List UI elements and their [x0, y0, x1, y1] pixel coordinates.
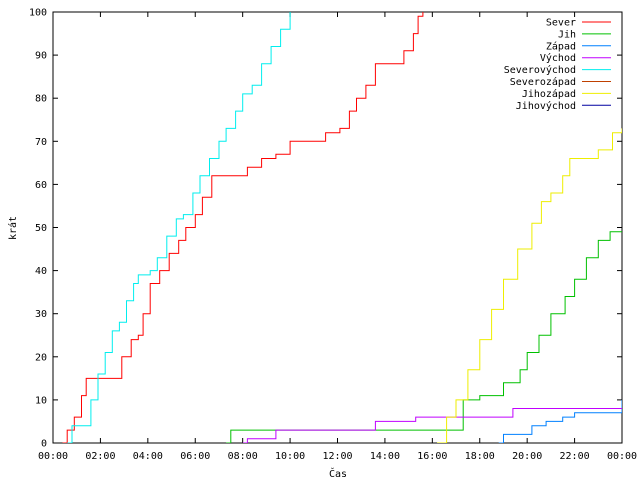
series-group — [62, 12, 622, 443]
x-tick-label: 10:00 — [275, 451, 305, 462]
legend-label: Severozápad — [510, 76, 576, 88]
y-tick-label: 70 — [35, 137, 47, 148]
series-line — [437, 128, 622, 443]
y-tick-label: 50 — [35, 223, 47, 234]
x-tick-label: 18:00 — [465, 451, 495, 462]
y-tick-label: 20 — [35, 352, 47, 363]
y-tick-label: 100 — [29, 8, 47, 19]
y-tick-label: 60 — [35, 180, 47, 191]
y-axis-label: krát — [7, 216, 19, 240]
series-line — [242, 408, 622, 443]
series-line — [62, 12, 424, 443]
legend-label: Západ — [546, 40, 576, 52]
legend-label: Jihovýchod — [516, 100, 576, 112]
legend-label: Sever — [546, 18, 576, 29]
series-line — [226, 231, 622, 443]
x-tick-label: 22:00 — [560, 451, 590, 462]
axes: 0 10 20 30 40 50 60 70 80 90 100 00:00 02:00 04:00 06:… — [29, 8, 637, 463]
x-tick-label: 04:00 — [133, 451, 163, 462]
y-tick-label: 30 — [35, 309, 47, 320]
x-tick-label: 08:00 — [228, 451, 258, 462]
legend-label: Jih — [558, 29, 576, 40]
x-tick-label: 02:00 — [85, 451, 115, 462]
x-tick-label: 00:00 — [607, 451, 637, 462]
y-tick-label: 90 — [35, 51, 47, 62]
x-tick-label: 14:00 — [370, 451, 400, 462]
series-line — [498, 399, 622, 443]
legend-label: Severovýchod — [504, 64, 576, 76]
x-tick-label: 20:00 — [512, 451, 542, 462]
y-tick-label: 40 — [35, 266, 47, 277]
x-axis-label: Čas — [329, 467, 347, 480]
legend: SeverJihZápadVýchodSeverovýchodSeverozáp… — [504, 18, 611, 112]
x-tick-label: 12:00 — [322, 451, 352, 462]
legend-label: Jihozápad — [522, 88, 576, 100]
x-tick-label: 16:00 — [417, 451, 447, 462]
y-tick-label: 80 — [35, 94, 47, 105]
x-tick-label: 00:00 — [38, 451, 68, 462]
x-tick-label: 06:00 — [180, 451, 210, 462]
y-tick-label: 0 — [41, 439, 47, 450]
legend-label: Východ — [540, 52, 576, 64]
y-tick-label: 10 — [35, 395, 47, 406]
series-line — [67, 12, 291, 443]
